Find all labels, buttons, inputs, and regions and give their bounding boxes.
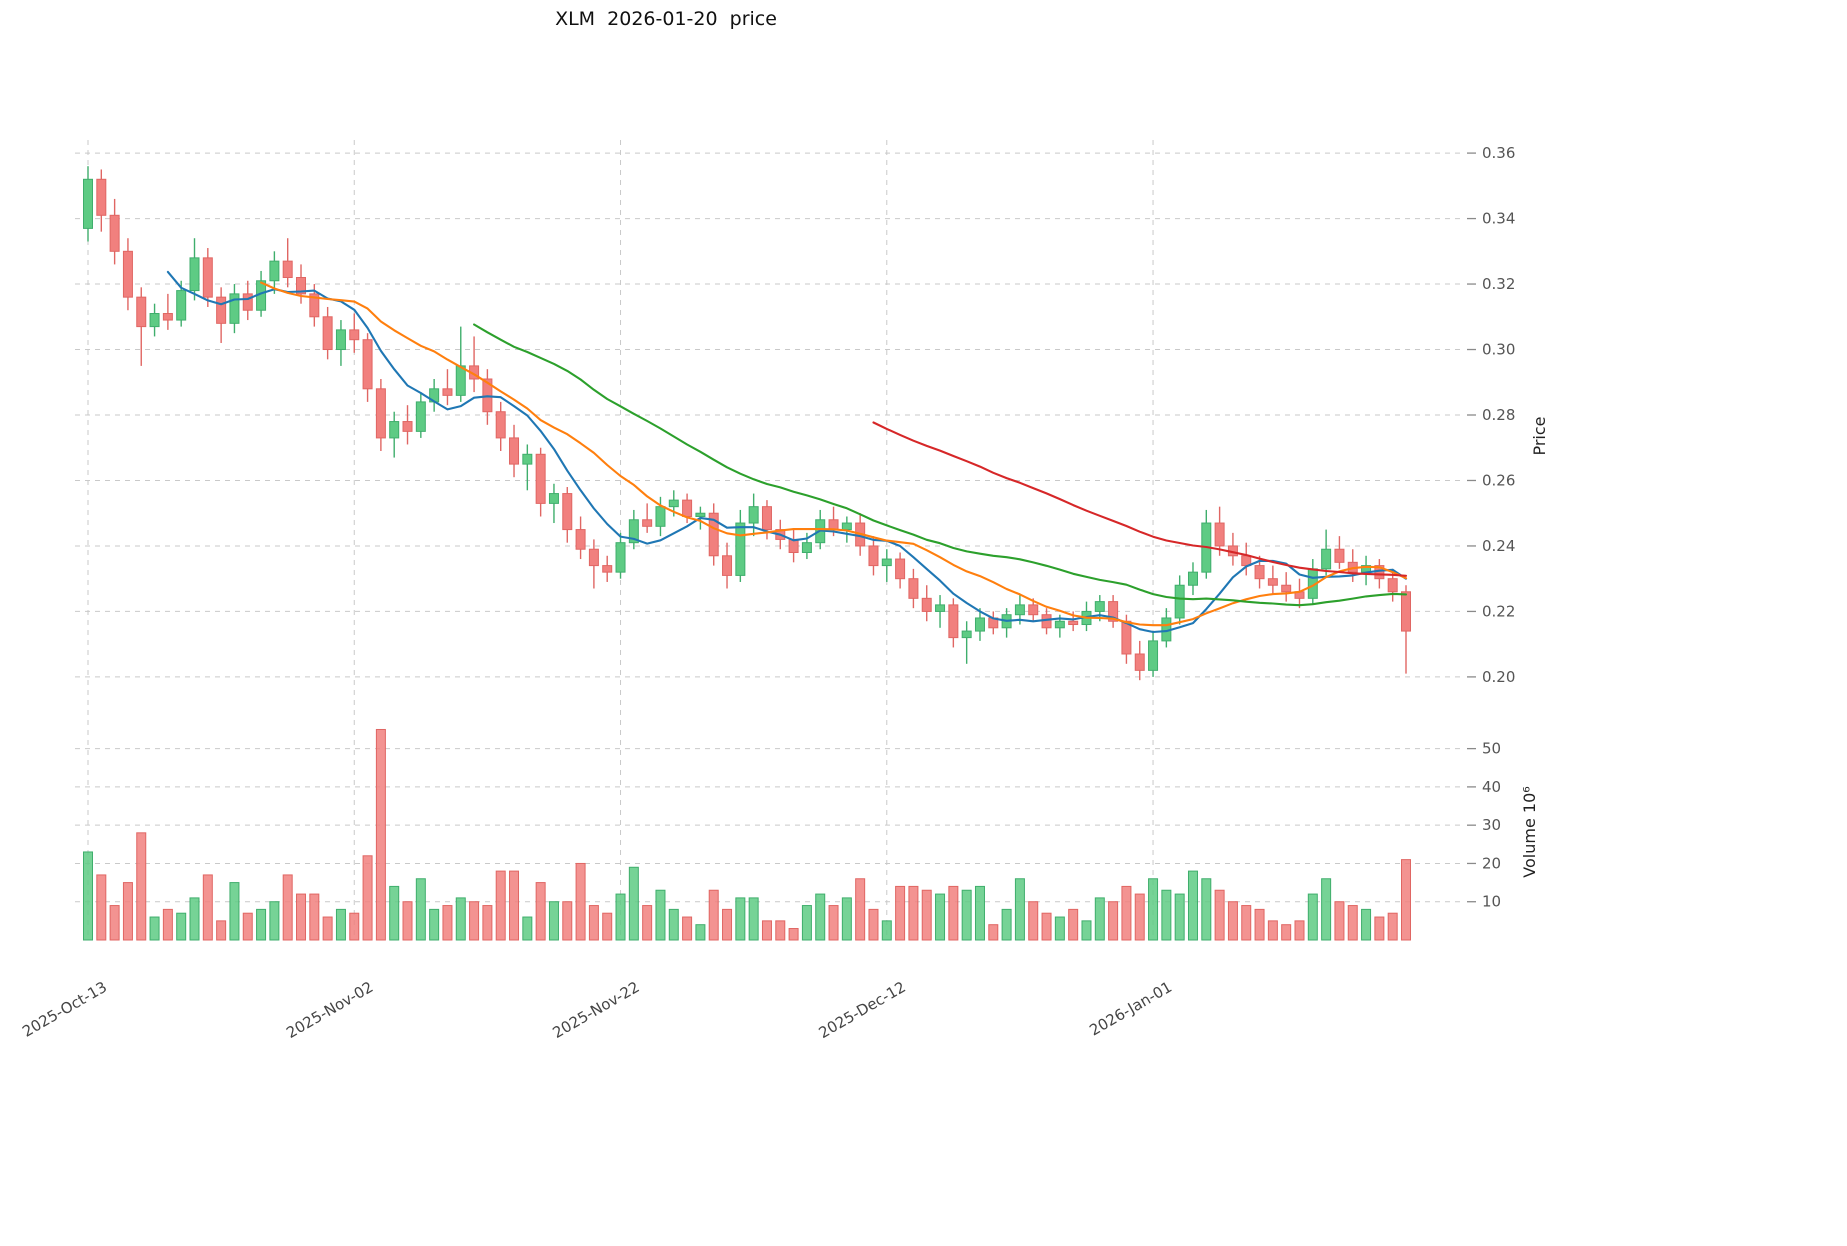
volume-tick-label: 20 — [1482, 854, 1501, 872]
x-tick-label: 2025-Nov-22 — [550, 978, 643, 1042]
volume-tick-label: 30 — [1482, 816, 1501, 834]
x-tick-label: 2025-Dec-12 — [816, 978, 909, 1042]
price-axis-label: Price — [1530, 416, 1549, 455]
volume-tick-label: 40 — [1482, 778, 1501, 796]
chart-title: XLM 2026-01-20 price — [555, 8, 777, 30]
price-tick-label: 0.32 — [1482, 275, 1515, 293]
ma-line-ma14 — [260, 281, 1408, 627]
x-tick-label: 2026-Jan-01 — [1086, 978, 1175, 1040]
price-tick-label: 0.24 — [1482, 537, 1515, 555]
volume-tick-label: 10 — [1482, 893, 1501, 911]
price-tick-label: 0.28 — [1482, 406, 1515, 424]
price-tick-label: 0.36 — [1482, 144, 1515, 162]
volume-layer — [83, 728, 1411, 941]
volume-axis-label: Volume 10⁶ — [1520, 786, 1539, 877]
price-tick-label: 0.30 — [1482, 341, 1515, 359]
price-tick-label: 0.20 — [1482, 668, 1515, 686]
price-tick-label: 0.26 — [1482, 471, 1515, 489]
plot-layers: 0.20 0.22 0.24 0.26 0.28 0.30 0.32 0.34 0.36 10 20… — [19, 140, 1515, 1042]
candles-layer — [83, 166, 1411, 681]
x-tick-label: 2025-Oct-13 — [19, 978, 110, 1041]
price-tick-label: 0.22 — [1482, 602, 1515, 620]
volume-tick-label: 50 — [1482, 740, 1501, 758]
x-tick-label: 2025-Nov-02 — [283, 978, 376, 1042]
ma-line-ma60 — [872, 421, 1408, 577]
ma-line-ma30 — [473, 323, 1408, 607]
price-tick-label: 0.34 — [1482, 210, 1515, 228]
